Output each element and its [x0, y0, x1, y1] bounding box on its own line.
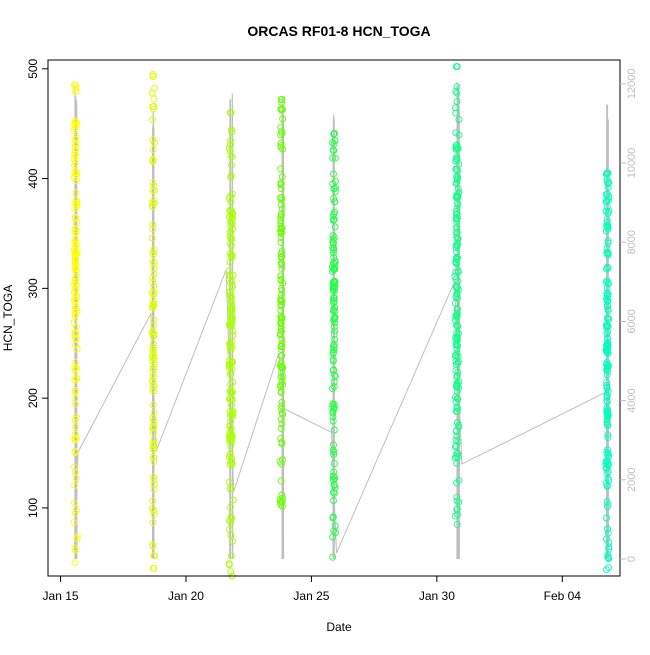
y2-tick-label: 10000 — [626, 148, 638, 179]
y-axis-label: HCN_TOGA — [1, 285, 15, 351]
data-point — [72, 560, 78, 566]
data-point — [228, 569, 234, 575]
data-point — [149, 90, 155, 96]
chart-title: ORCAS RF01-8 HCN_TOGA — [247, 23, 430, 39]
x-tick-label: Jan 20 — [168, 589, 204, 603]
x-tick-label: Feb 04 — [544, 589, 582, 603]
y2-tick-label: 12000 — [626, 69, 638, 100]
data-point — [226, 479, 232, 485]
y2-tick-label: 0 — [626, 556, 638, 562]
x-tick-label: Jan 30 — [419, 589, 455, 603]
x-tick-label: Jan 15 — [43, 589, 79, 603]
y-tick-label: 200 — [26, 388, 40, 408]
y-tick-label: 300 — [26, 278, 40, 298]
y2-tick-label: 2000 — [626, 468, 638, 492]
x-tick-label: Jan 25 — [293, 589, 329, 603]
x-axis-label: Date — [326, 620, 352, 634]
y-tick-label: 500 — [26, 58, 40, 78]
data-point — [228, 162, 234, 168]
data-point — [151, 96, 157, 102]
y2-tick-label: 4000 — [626, 388, 638, 412]
data-point — [150, 117, 156, 123]
y2-tick-label: 6000 — [626, 309, 638, 333]
y-tick-label: 400 — [26, 168, 40, 188]
y-tick-label: 100 — [26, 498, 40, 518]
y2-tick-label: 8000 — [626, 230, 638, 254]
